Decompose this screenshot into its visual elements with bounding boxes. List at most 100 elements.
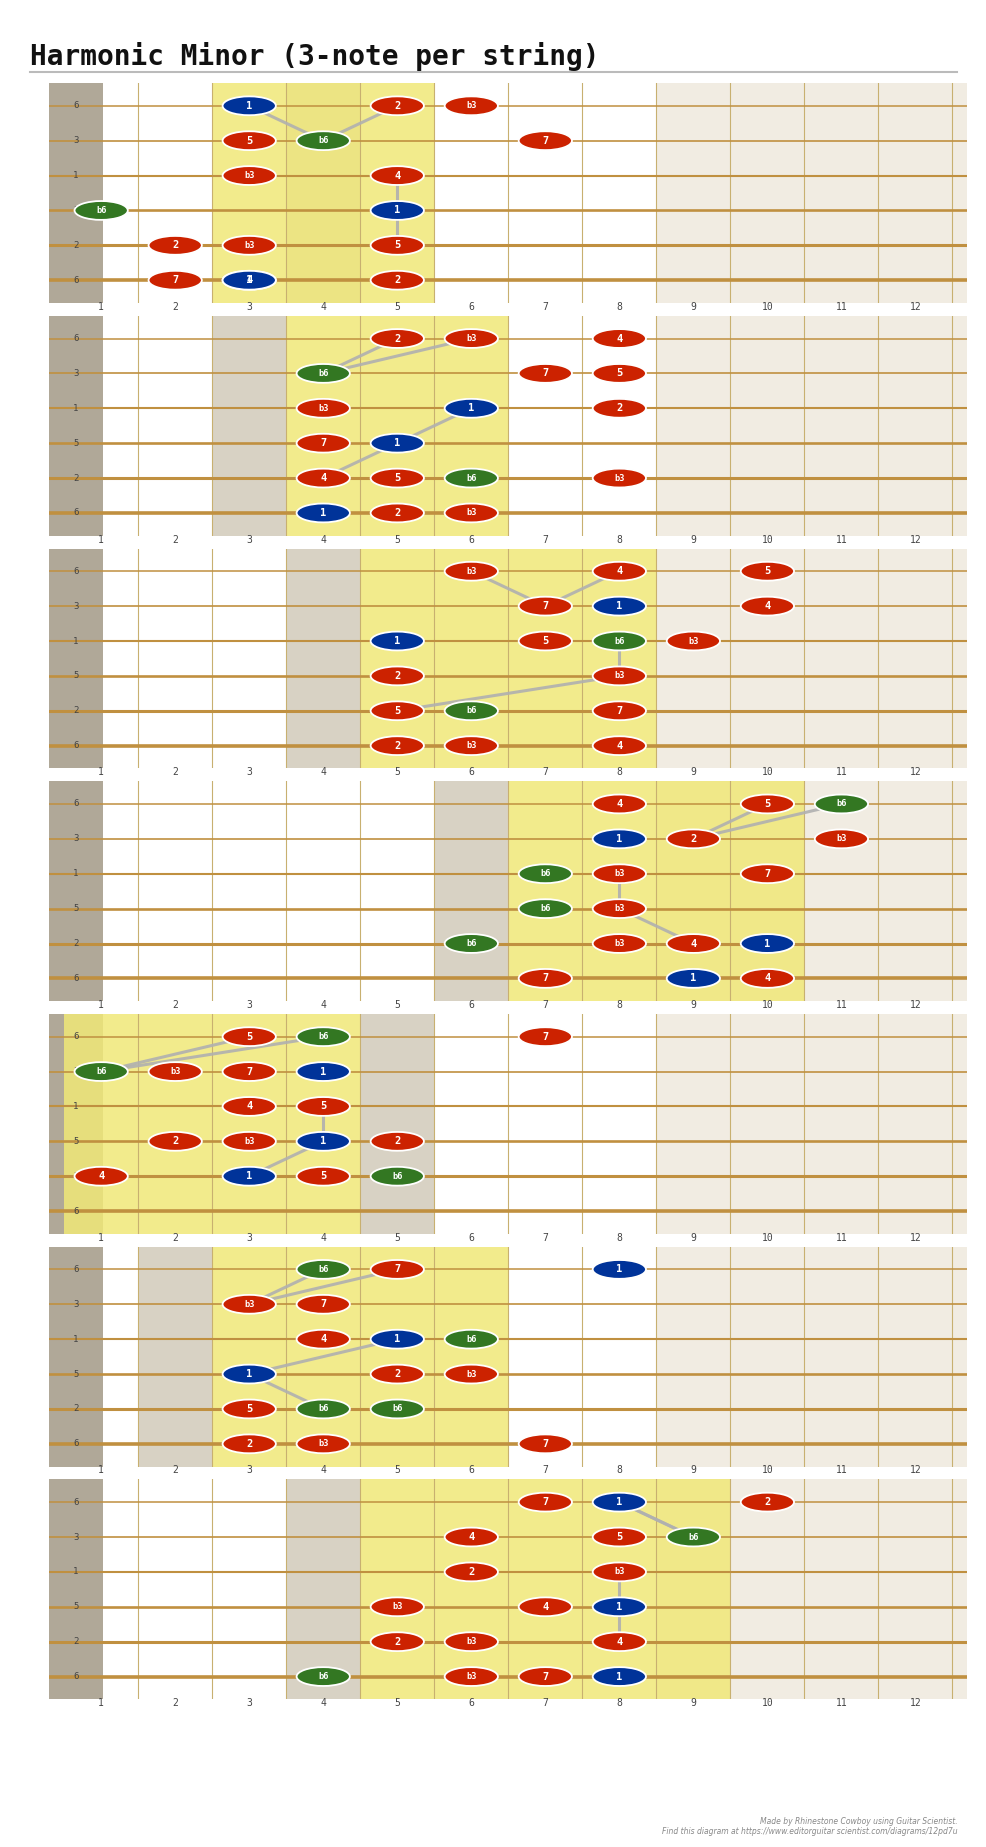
- Ellipse shape: [740, 561, 794, 580]
- Text: 7: 7: [542, 767, 547, 778]
- Text: 11: 11: [835, 301, 846, 312]
- Text: 1: 1: [73, 172, 79, 179]
- Text: 6: 6: [73, 508, 79, 517]
- Text: 1: 1: [73, 637, 79, 645]
- Ellipse shape: [75, 1167, 128, 1186]
- Text: 7: 7: [541, 973, 548, 983]
- Text: 1: 1: [99, 1697, 104, 1708]
- Text: b3: b3: [317, 1439, 328, 1448]
- Text: 1: 1: [615, 1265, 622, 1274]
- Ellipse shape: [519, 1027, 572, 1045]
- Text: 11: 11: [835, 1232, 846, 1243]
- Text: 2: 2: [173, 301, 177, 312]
- Text: 4: 4: [319, 473, 326, 484]
- Text: 9: 9: [690, 999, 695, 1010]
- Text: 1: 1: [615, 1601, 622, 1612]
- Ellipse shape: [593, 899, 646, 918]
- Text: 11: 11: [835, 767, 846, 778]
- Text: 6: 6: [468, 1465, 473, 1476]
- Text: 1: 1: [246, 1171, 252, 1182]
- Text: 7: 7: [319, 438, 326, 449]
- Text: 1: 1: [99, 534, 104, 545]
- Text: b3: b3: [465, 508, 476, 517]
- Ellipse shape: [371, 1400, 424, 1418]
- Ellipse shape: [740, 1492, 794, 1511]
- Text: 5: 5: [73, 905, 79, 912]
- Text: 4: 4: [467, 1531, 474, 1542]
- Text: 8: 8: [616, 1697, 621, 1708]
- Text: 11: 11: [835, 999, 846, 1010]
- Text: 1: 1: [467, 403, 474, 414]
- Text: 9: 9: [690, 767, 695, 778]
- Ellipse shape: [371, 201, 424, 220]
- Text: 3: 3: [73, 1068, 79, 1077]
- Text: 2: 2: [172, 240, 178, 251]
- Ellipse shape: [519, 597, 572, 615]
- Text: 1: 1: [319, 1066, 326, 1077]
- Ellipse shape: [297, 1167, 350, 1186]
- Text: 6: 6: [73, 1265, 79, 1274]
- Text: 4: 4: [320, 767, 325, 778]
- Text: b3: b3: [687, 637, 698, 645]
- Text: 3: 3: [73, 835, 79, 844]
- Text: 11: 11: [835, 1697, 846, 1708]
- Text: 12: 12: [909, 1465, 920, 1476]
- Bar: [138, 1247, 212, 1467]
- Text: 3: 3: [73, 137, 79, 146]
- Text: 1: 1: [393, 205, 400, 216]
- Ellipse shape: [223, 96, 275, 115]
- Ellipse shape: [223, 272, 275, 290]
- Text: Harmonic Minor (3-note per string): Harmonic Minor (3-note per string): [30, 42, 599, 72]
- Text: 5: 5: [73, 1370, 79, 1378]
- Bar: [286, 316, 508, 536]
- Ellipse shape: [148, 272, 202, 290]
- Text: 6: 6: [468, 999, 473, 1010]
- Ellipse shape: [593, 1563, 646, 1581]
- Text: 5: 5: [73, 207, 79, 214]
- Text: 5: 5: [393, 706, 400, 717]
- Text: 12: 12: [909, 534, 920, 545]
- Text: b3: b3: [465, 1672, 476, 1681]
- Text: 4: 4: [541, 1601, 548, 1612]
- Ellipse shape: [297, 1062, 350, 1080]
- Ellipse shape: [814, 794, 868, 813]
- Ellipse shape: [519, 131, 572, 150]
- Text: b6: b6: [539, 905, 550, 912]
- Ellipse shape: [75, 1062, 128, 1080]
- Text: 3: 3: [246, 301, 251, 312]
- Text: 2: 2: [173, 1232, 177, 1243]
- Text: 1: 1: [393, 1334, 400, 1345]
- Text: 10: 10: [761, 534, 772, 545]
- Ellipse shape: [223, 1435, 275, 1454]
- Text: b3: b3: [465, 102, 476, 111]
- Text: b6: b6: [391, 1404, 402, 1413]
- Bar: [49, 1014, 103, 1234]
- Text: b3: b3: [244, 1138, 254, 1145]
- Ellipse shape: [593, 829, 646, 848]
- Text: 6: 6: [73, 800, 79, 809]
- Ellipse shape: [667, 1527, 720, 1546]
- Ellipse shape: [593, 1492, 646, 1511]
- Text: 7: 7: [246, 1066, 252, 1077]
- Text: 5: 5: [394, 1232, 399, 1243]
- Bar: [656, 83, 968, 303]
- Text: 2: 2: [173, 1697, 177, 1708]
- Bar: [212, 316, 286, 536]
- Text: 3: 3: [73, 369, 79, 379]
- Text: 9: 9: [690, 1232, 695, 1243]
- Text: 7: 7: [542, 1465, 547, 1476]
- Ellipse shape: [593, 1527, 646, 1546]
- Text: 8: 8: [616, 1465, 621, 1476]
- Text: 1: 1: [319, 1136, 326, 1147]
- Text: b6: b6: [96, 207, 106, 214]
- Text: 6: 6: [73, 741, 79, 750]
- Text: 5: 5: [393, 240, 400, 251]
- Text: 5: 5: [319, 1171, 326, 1182]
- Ellipse shape: [371, 667, 424, 685]
- Ellipse shape: [297, 364, 350, 382]
- Text: b3: b3: [465, 334, 476, 344]
- Text: 7: 7: [541, 1439, 548, 1448]
- Text: b6: b6: [317, 1672, 328, 1681]
- Text: 6: 6: [73, 1672, 79, 1681]
- Text: 5: 5: [393, 473, 400, 484]
